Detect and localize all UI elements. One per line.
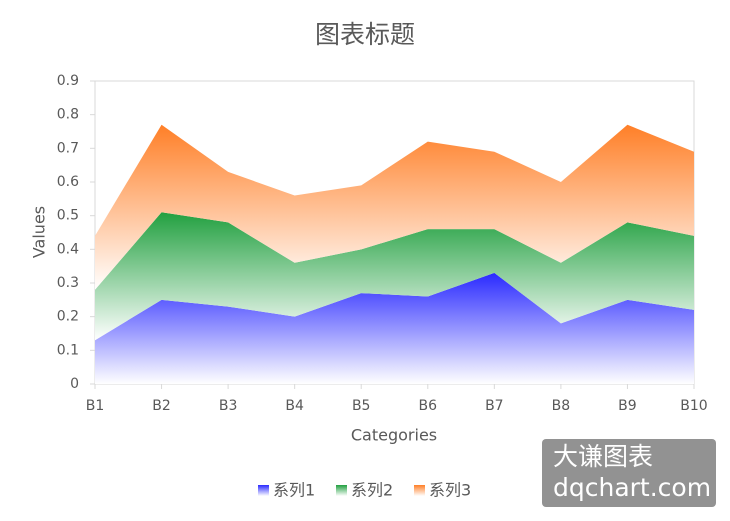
y-tick-label: 0.6 bbox=[57, 174, 79, 190]
watermark-text: 大谦图表 bbox=[553, 442, 653, 471]
area bbox=[95, 272, 694, 384]
x-tick-label: B6 bbox=[419, 398, 438, 414]
y-tick-label: 0 bbox=[70, 376, 79, 392]
y-tick-label: 0.3 bbox=[57, 275, 79, 291]
legend-swatch bbox=[414, 485, 425, 496]
legend-swatch bbox=[258, 485, 269, 496]
watermark-box bbox=[542, 439, 716, 507]
x-tick-label: B8 bbox=[552, 398, 571, 414]
x-axis-label: Categories bbox=[351, 426, 437, 445]
area bbox=[95, 124, 694, 290]
area bbox=[95, 212, 694, 341]
y-tick-label: 0.8 bbox=[57, 107, 79, 123]
y-axis-label: Values bbox=[30, 206, 49, 258]
y-tick-label: 0.7 bbox=[57, 140, 79, 156]
x-tick-label: B10 bbox=[680, 398, 707, 414]
chart-title: 图表标题 bbox=[315, 20, 415, 49]
x-tick-label: B4 bbox=[285, 398, 304, 414]
x-tick-label: B9 bbox=[618, 398, 637, 414]
legend-swatch bbox=[336, 485, 347, 496]
x-tick-label: B3 bbox=[219, 398, 238, 414]
legend-label: 系列1 bbox=[273, 481, 315, 500]
y-tick-label: 0.2 bbox=[57, 309, 79, 325]
x-tick-label: B5 bbox=[352, 398, 371, 414]
y-tick-label: 0.9 bbox=[57, 73, 79, 89]
legend-label: 系列3 bbox=[429, 481, 471, 500]
y-tick-label: 0.1 bbox=[57, 342, 79, 358]
y-tick-label: 0.4 bbox=[57, 241, 79, 257]
x-tick-label: B1 bbox=[86, 398, 105, 414]
watermark-text: dqchart.com bbox=[553, 473, 711, 502]
legend-label: 系列2 bbox=[351, 481, 393, 500]
x-tick-label: B2 bbox=[152, 398, 171, 414]
x-tick-label: B7 bbox=[485, 398, 504, 414]
y-tick-label: 0.5 bbox=[57, 208, 79, 224]
